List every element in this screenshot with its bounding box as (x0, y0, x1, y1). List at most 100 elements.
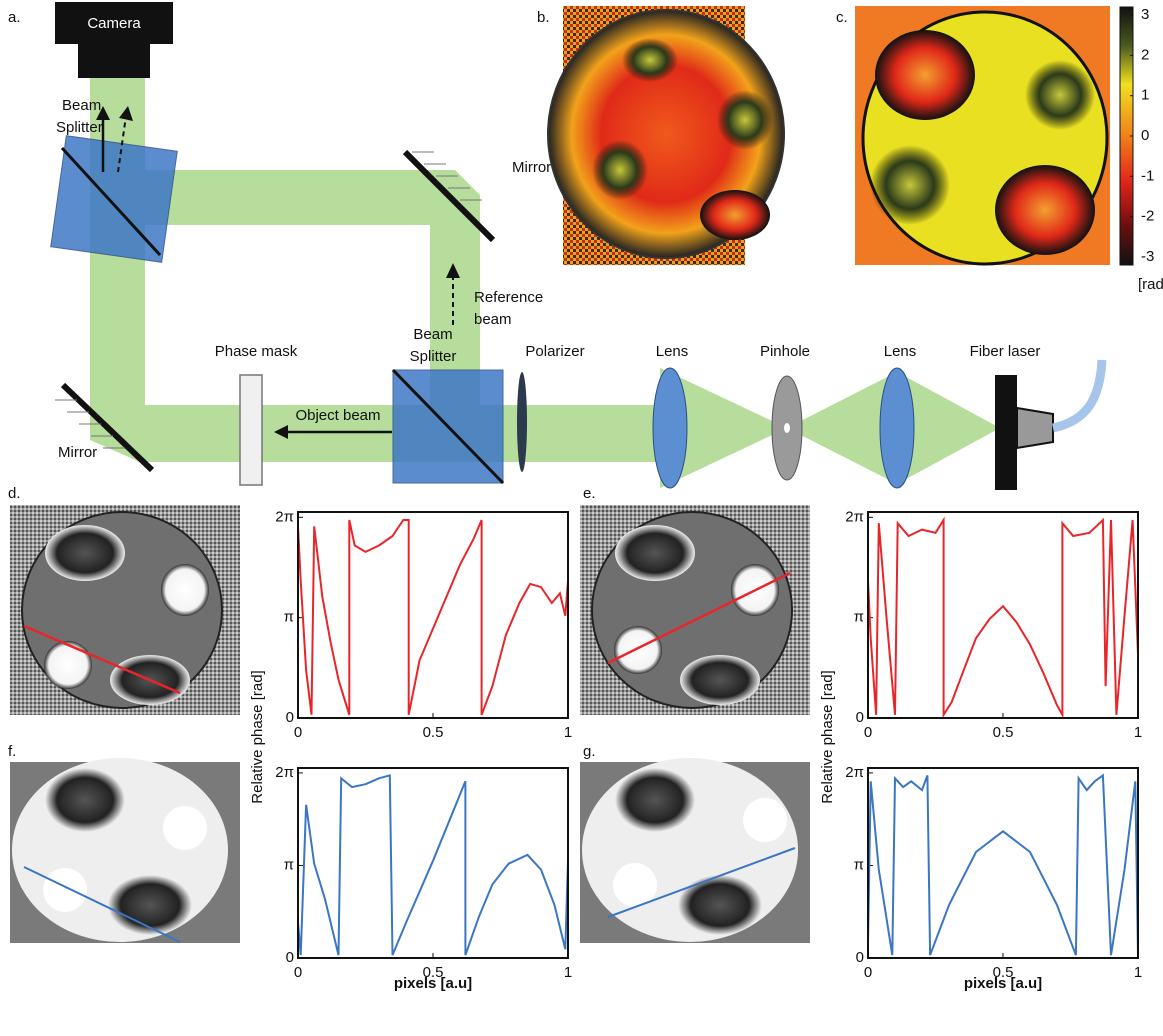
plot-frame (868, 512, 1138, 718)
x-tick-label: 1 (1134, 964, 1142, 981)
label: Camera (87, 15, 141, 32)
x-tick-label: 0.5 (423, 724, 444, 741)
y-tick-label: 2π (845, 508, 864, 525)
label: Splitter (410, 348, 457, 365)
image-c (855, 6, 1133, 265)
label: Beam (413, 326, 452, 343)
image-blob (163, 806, 207, 850)
label: Pinhole (760, 343, 810, 360)
data-line (868, 775, 1138, 955)
image-blob (45, 768, 125, 832)
image-blob (45, 525, 125, 581)
y-tick-label: 2π (275, 764, 294, 781)
y-axis-label: Relative phase [rad] (249, 670, 266, 803)
panel-label: a. (8, 9, 21, 26)
y-tick-label: π (284, 856, 294, 873)
label: Lens (884, 343, 917, 360)
y-tick-label: π (854, 609, 864, 626)
image-blob (44, 641, 92, 689)
fiber-laser (995, 375, 1017, 490)
image-blob (1025, 60, 1095, 130)
colorbar-unit: [rad] (1138, 276, 1163, 293)
image-blob (700, 190, 770, 240)
y-tick-label: 0 (856, 949, 864, 966)
y-tick-label: π (854, 856, 864, 873)
y-tick-label: 0 (286, 709, 294, 726)
panel-label: f. (8, 743, 16, 760)
label: Fiber laser (970, 343, 1041, 360)
image-g (580, 758, 810, 943)
colorbar-tick-label: 0 (1141, 127, 1149, 144)
image-blob (615, 768, 695, 832)
x-axis-label: pixels [a.u] (964, 975, 1042, 992)
label: Phase mask (215, 343, 298, 360)
y-tick-label: 2π (845, 764, 864, 781)
image-blob (592, 140, 648, 200)
lens (653, 368, 687, 488)
image-blob (678, 875, 762, 935)
y-tick-label: 0 (286, 949, 294, 966)
label: Polarizer (525, 343, 584, 360)
label: Splitter (56, 119, 103, 136)
image-blob (995, 165, 1095, 255)
image-blob (108, 875, 192, 935)
camera-lens (78, 44, 150, 78)
panel-label: e. (583, 485, 596, 502)
y-axis-label: Relative phase [rad] (819, 670, 836, 803)
x-tick-label: 1 (1134, 724, 1142, 741)
image-blob (161, 564, 209, 616)
image-blob (615, 525, 695, 581)
image-b (548, 6, 784, 265)
data-line (868, 520, 1138, 715)
x-axis-label: pixels [a.u] (394, 975, 472, 992)
label: beam (474, 311, 512, 328)
colorbar-tick-label: -2 (1141, 208, 1154, 225)
y-tick-label: 2π (275, 508, 294, 525)
image-blob (43, 868, 87, 912)
panel-label: d. (8, 485, 21, 502)
data-line (298, 520, 568, 715)
plot-frame (868, 768, 1138, 958)
pinhole-hole (784, 423, 790, 433)
label: Beam (62, 97, 101, 114)
label: Object beam (295, 407, 380, 424)
x-tick-label: 0 (864, 724, 872, 741)
page: Camera Beam Splitter Mirror Reference be… (0, 0, 1163, 1036)
x-tick-label: 0.5 (993, 724, 1014, 741)
y-tick-label: 0 (856, 709, 864, 726)
fiber-connector (1017, 408, 1053, 448)
image-f (10, 758, 240, 943)
image-blob (622, 38, 678, 82)
colorbar-tick-label: 3 (1141, 6, 1149, 23)
image-d (10, 505, 240, 715)
image-e (580, 505, 810, 715)
colorbar-tick-label: -3 (1141, 248, 1154, 265)
data-line (298, 775, 568, 955)
x-tick-label: 0 (294, 724, 302, 741)
x-tick-label: 1 (564, 964, 572, 981)
plot-frame (298, 512, 568, 718)
x-tick-label: 0 (864, 964, 872, 981)
lens (880, 368, 914, 488)
label: Lens (656, 343, 689, 360)
panel-label: c. (836, 9, 848, 26)
phase-mask (240, 375, 262, 485)
image-blob (680, 655, 760, 705)
image-blob (875, 30, 975, 120)
panel-label: b. (537, 9, 550, 26)
fiber (1053, 360, 1102, 428)
panel-label: g. (583, 743, 596, 760)
label: Mirror (58, 444, 97, 461)
y-tick-label: π (284, 609, 294, 626)
polarizer (517, 372, 527, 472)
image-blob (717, 90, 773, 150)
colorbar-tick-label: -1 (1141, 167, 1154, 184)
label: Mirror (512, 159, 551, 176)
colorbar-tick-label: 1 (1141, 87, 1149, 104)
image-blob (743, 798, 787, 842)
x-tick-label: 1 (564, 724, 572, 741)
figure: Camera Beam Splitter Mirror Reference be… (0, 0, 1163, 1036)
image-blob (614, 626, 662, 674)
x-tick-label: 0 (294, 964, 302, 981)
colorbar-tick-label: 2 (1141, 46, 1149, 63)
